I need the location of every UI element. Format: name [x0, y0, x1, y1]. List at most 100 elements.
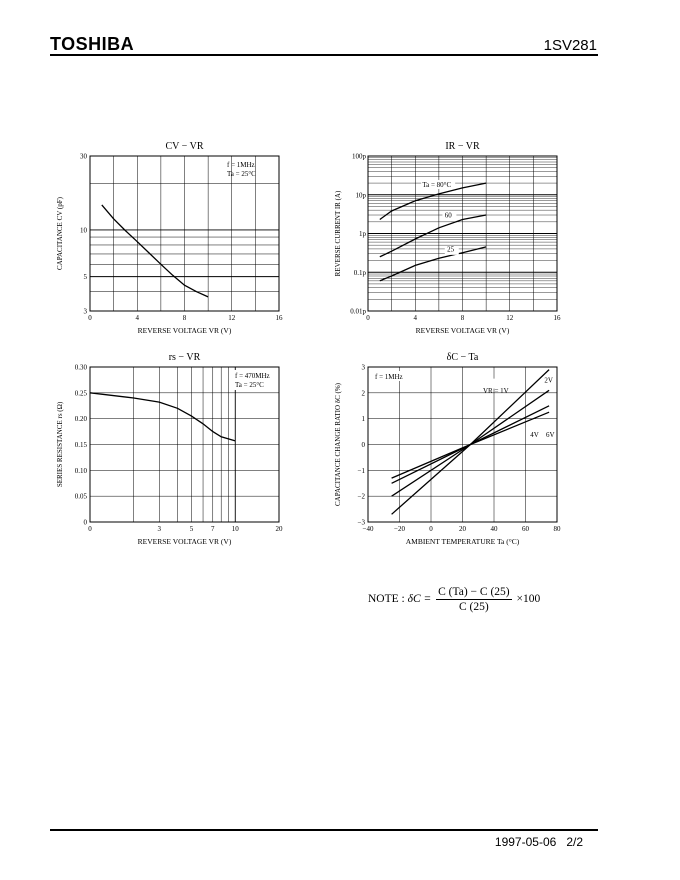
- chart-title: rs − VR: [169, 352, 201, 363]
- series-label: VR = 1V: [483, 387, 509, 395]
- note-formula: NOTE : δC = C (Ta) − C (25) C (25) ×100: [368, 586, 540, 613]
- x-axis-label: AMBIENT TEMPERATURE Ta (°C): [406, 537, 520, 546]
- y-axis-label: CAPACITANCE CHANGE RATIO δC (%): [334, 382, 342, 506]
- annotation: f = 470MHz: [235, 372, 270, 380]
- y-tick-label: 10: [80, 226, 88, 234]
- note-denominator: C (25): [459, 601, 489, 613]
- y-tick-label: 30: [80, 153, 88, 161]
- x-tick-label: 60: [522, 525, 530, 533]
- label-background: [421, 180, 456, 190]
- y-tick-label: 0.30: [75, 364, 88, 372]
- y-tick-label: 0.1p: [354, 269, 367, 277]
- x-tick-label: 0: [88, 525, 92, 533]
- chart-ir-vr: 0 4 8 12 16 0.01p 0.1p 1p 10p 100p IR − VR REVERSE …: [334, 141, 561, 335]
- y-axis-label: SERIES RESISTANCE rs (Ω): [56, 401, 64, 487]
- y-tick-label: 0.05: [75, 493, 88, 501]
- series-label: 25: [447, 246, 455, 254]
- y-tick-label: 0: [362, 441, 366, 449]
- y-tick-label: 1p: [359, 230, 367, 238]
- annotation: Ta = 25°C: [235, 381, 264, 389]
- x-tick-label: 16: [554, 314, 562, 322]
- x-tick-label: 7: [211, 525, 215, 533]
- label-background: [442, 211, 457, 221]
- x-axis-label: REVERSE VOLTAGE VR (V): [138, 326, 232, 335]
- x-tick-label: 4: [136, 314, 140, 322]
- series-line: [379, 214, 487, 258]
- brand-logo: TOSHIBA: [50, 34, 135, 54]
- series-line: [391, 411, 550, 479]
- x-tick-label: −40: [363, 525, 374, 533]
- y-tick-label: −2: [358, 493, 366, 501]
- y-tick-label: −1: [358, 467, 366, 475]
- plot-frame: [89, 155, 280, 312]
- note-factor: ×100: [516, 593, 541, 606]
- x-tick-label: 80: [554, 525, 562, 533]
- x-tick-label: 12: [506, 314, 514, 322]
- label-background: [373, 371, 407, 381]
- series-line: [101, 204, 209, 298]
- note-symbol: δC =: [407, 593, 432, 606]
- y-tick-label: 0.10: [75, 467, 88, 475]
- x-tick-label: 8: [183, 314, 187, 322]
- x-tick-label: 10: [232, 525, 240, 533]
- part-number: 1SV281: [543, 37, 597, 54]
- header-rule: [50, 54, 598, 56]
- label-background: [234, 370, 276, 390]
- chart-title: IR − VR: [445, 141, 480, 152]
- footer-info: 1997-05-06 2/2: [495, 835, 583, 849]
- y-tick-label: 0.20: [75, 415, 88, 423]
- series-label: Ta = 80°C: [422, 181, 451, 189]
- y-tick-label: 0: [84, 519, 88, 527]
- plot-frame: [367, 366, 558, 523]
- footer-rule: [50, 829, 598, 831]
- x-tick-label: 40: [491, 525, 499, 533]
- y-axis-label: CAPACITANCE CV (pF): [56, 196, 64, 270]
- x-tick-label: 4: [414, 314, 418, 322]
- chart-title: CV − VR: [165, 141, 203, 152]
- x-axis-label: REVERSE VOLTAGE VR (V): [138, 537, 232, 546]
- x-tick-label: 16: [276, 314, 284, 322]
- y-tick-label: 0.25: [75, 389, 88, 397]
- y-tick-label: 3: [84, 308, 88, 316]
- x-tick-label: 5: [190, 525, 194, 533]
- annotation: Ta = 25°C: [227, 170, 256, 178]
- note-label: NOTE :: [368, 593, 405, 606]
- annotation: f = 1MHz: [375, 373, 403, 381]
- x-tick-label: 20: [276, 525, 284, 533]
- chart-rs-vr: 0 3 5 7 10 20 0 0.05 0.10 0.15 0.20 0.25 0.30 rs − VR…: [56, 352, 283, 546]
- y-axis-label: REVERSE CURRENT IR (A): [334, 190, 342, 276]
- plot-frame: [367, 155, 558, 312]
- footer-date: 1997-05-06: [494, 835, 557, 849]
- x-tick-label: −20: [394, 525, 405, 533]
- y-tick-label: −3: [358, 519, 366, 527]
- x-tick-label: 0: [429, 525, 433, 533]
- x-tick-label: 12: [228, 314, 236, 322]
- chart-title: δC − Ta: [447, 352, 479, 363]
- plot-frame: [89, 366, 280, 523]
- y-tick-label: 0.01p: [350, 308, 366, 316]
- series-line: [379, 246, 487, 282]
- y-tick-label: 1: [362, 415, 366, 423]
- x-tick-label: 3: [158, 525, 162, 533]
- y-tick-label: 10p: [356, 191, 367, 199]
- x-tick-label: 20: [459, 525, 467, 533]
- y-tick-label: 100p: [352, 153, 367, 161]
- series-label: 60: [445, 211, 453, 219]
- annotation: f = 1MHz: [227, 161, 255, 169]
- series-label: 2V: [544, 377, 553, 385]
- series-label: 6V: [546, 431, 555, 439]
- footer-page: 2/2: [566, 835, 583, 849]
- note-fraction: C (Ta) − C (25) C (25): [436, 586, 512, 613]
- x-tick-label: 8: [461, 314, 465, 322]
- series-label: 4V: [530, 431, 539, 439]
- series-line: [89, 392, 236, 442]
- label-background: [444, 245, 459, 255]
- x-tick-label: 0: [88, 314, 92, 322]
- x-axis-label: REVERSE VOLTAGE VR (V): [416, 326, 510, 335]
- series-line: [379, 182, 487, 221]
- y-tick-label: 2: [362, 389, 366, 397]
- chart-dc-ta: −40 −20 0 20 40 60 80 −3 −2 −1 0 1 2 3 δC − Ta AMBIENT …: [334, 352, 561, 546]
- x-tick-label: 0: [366, 314, 370, 322]
- y-tick-label: 3: [362, 364, 366, 372]
